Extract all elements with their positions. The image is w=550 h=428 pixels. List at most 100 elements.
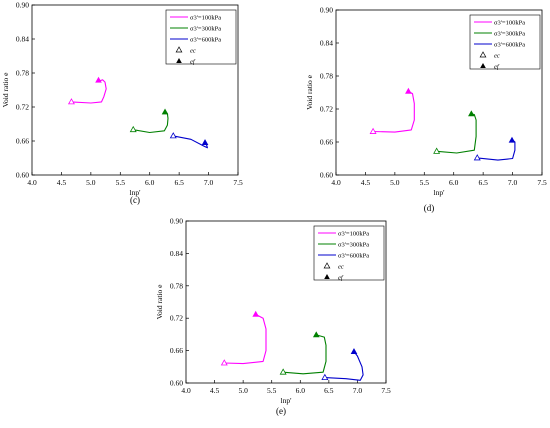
y-tick-label: 0.78 [16, 69, 29, 78]
x-tick-label: 6.5 [478, 178, 488, 187]
x-tick-label: 4.0 [331, 178, 341, 187]
y-tick-label: 0.84 [320, 39, 333, 48]
y-tick-label: 0.60 [16, 171, 29, 180]
legend-label-0: σ3'=100kPa [494, 20, 525, 27]
x-tick-label: 7.0 [353, 386, 363, 395]
legend-ec-label: ec [190, 48, 196, 55]
ec-marker [220, 359, 228, 366]
plot-frame [335, 9, 543, 176]
legend-label-2: σ3'=600kPa [494, 42, 525, 49]
x-tick-label: 7.0 [508, 178, 518, 187]
x-tick-label: 7.0 [204, 178, 214, 187]
y-tick-label: 0.72 [320, 105, 333, 114]
x-tick-label: 4.5 [57, 178, 67, 187]
legend-label-0: σ3'=100kPa [338, 231, 369, 238]
y-axis-label: Void ratio e [155, 284, 164, 320]
legend-ef-marker [324, 274, 330, 279]
legend-label-2: σ3'=600kPa [338, 253, 369, 260]
y-tick-label: 0.84 [16, 35, 29, 44]
legend-ef-marker [480, 63, 486, 68]
plot-frame [31, 4, 239, 176]
ef-marker [350, 348, 358, 354]
ef-marker [252, 310, 260, 317]
y-tick-label: 0.66 [16, 137, 29, 146]
y-axis-label: Void ratio e [1, 72, 10, 108]
ec-marker [433, 147, 441, 154]
x-axis-label: lnp' [130, 188, 142, 197]
y-tick-label: 0.60 [320, 171, 333, 180]
legend-label-0: σ3'=100kPa [190, 15, 221, 22]
legend-box [469, 14, 541, 70]
legend-ec-marker [323, 262, 331, 269]
legend-ef-label: ef [338, 275, 344, 282]
series-line-0 [224, 313, 267, 365]
chart-panel-2: 4.0 4.5 5.0 5.5 6.0 6.5 7.0 7.5 0.60 0.66 0.72 0.78… [155, 217, 391, 417]
ec-marker [67, 98, 75, 105]
ef-marker [405, 87, 412, 94]
y-axis-label: Void ratio e [305, 74, 314, 110]
legend-ef-label: ef [190, 59, 196, 66]
y-tick-label: 0.72 [16, 103, 29, 112]
legend-box [165, 9, 237, 65]
x-tick-label: 6.5 [174, 178, 184, 187]
x-tick-label: 5.5 [420, 178, 430, 187]
x-tick-label: 6.0 [296, 386, 306, 395]
x-tick-label: 5.5 [116, 178, 126, 187]
x-tick-label: 7.5 [537, 178, 547, 187]
series-line-0 [373, 90, 415, 133]
ef-marker [468, 110, 475, 117]
ef-marker [201, 139, 209, 145]
x-tick-label: 6.0 [449, 178, 459, 187]
series-line-2 [324, 351, 364, 381]
ef-marker [161, 108, 169, 115]
x-tick-label: 5.0 [390, 178, 400, 187]
panel-label: (e) [276, 406, 286, 416]
panel-label: (d) [424, 203, 435, 213]
x-tick-label: 7.5 [233, 178, 243, 187]
y-tick-label: 0.90 [170, 217, 183, 226]
legend-ec-marker [175, 46, 183, 53]
ec-marker [129, 125, 137, 133]
y-tick-label: 0.78 [320, 72, 333, 81]
y-tick-label: 0.78 [170, 281, 183, 290]
x-tick-label: 7.5 [381, 386, 391, 395]
y-tick-label: 0.66 [170, 346, 183, 355]
ec-marker [321, 373, 329, 380]
y-tick-label: 0.72 [170, 314, 183, 323]
legend-box [313, 225, 385, 281]
x-tick-label: 5.0 [86, 178, 96, 187]
x-axis-label: lnp' [434, 188, 446, 197]
x-axis-label: lnp' [281, 396, 293, 405]
x-tick-label: 6.0 [145, 178, 155, 187]
chart-panel-1: 4.0 4.5 5.0 5.5 6.0 6.5 7.0 7.5 0.60 0.66 0.72 0.78… [305, 6, 547, 214]
x-tick-label: 5.5 [267, 386, 277, 395]
x-tick-label: 4.0 [181, 386, 191, 395]
x-tick-label: 4.5 [361, 178, 371, 187]
legend-ec-label: ec [494, 53, 500, 60]
y-tick-label: 0.66 [320, 138, 333, 147]
y-tick-label: 0.60 [170, 379, 183, 388]
legend-ef-marker [176, 58, 182, 63]
series-line-1 [133, 111, 169, 134]
series-line-2 [477, 139, 516, 161]
plot-frame [185, 220, 387, 384]
series-line-1 [436, 113, 477, 154]
legend-label-1: σ3'=300kPa [338, 242, 369, 249]
legend-label-1: σ3'=300kPa [494, 31, 525, 38]
ec-marker [279, 368, 287, 375]
x-tick-label: 6.5 [324, 386, 334, 395]
series-line-2 [173, 135, 208, 149]
legend-label-2: σ3'=600kPa [190, 37, 221, 44]
ef-marker [508, 136, 516, 143]
series-line-0 [71, 79, 107, 104]
legend-ec-marker [479, 51, 487, 58]
chart-panel-0: 4.0 4.5 5.0 5.5 6.0 6.5 7.0 7.5 0.60 0.66 0.72 0.78… [1, 1, 243, 206]
ec-marker [369, 127, 377, 134]
x-tick-label: 4.0 [27, 178, 37, 187]
legend-ec-label: ec [338, 264, 344, 271]
series-line-1 [283, 334, 327, 375]
ef-marker [312, 331, 320, 338]
legend-label-1: σ3'=300kPa [190, 26, 221, 33]
